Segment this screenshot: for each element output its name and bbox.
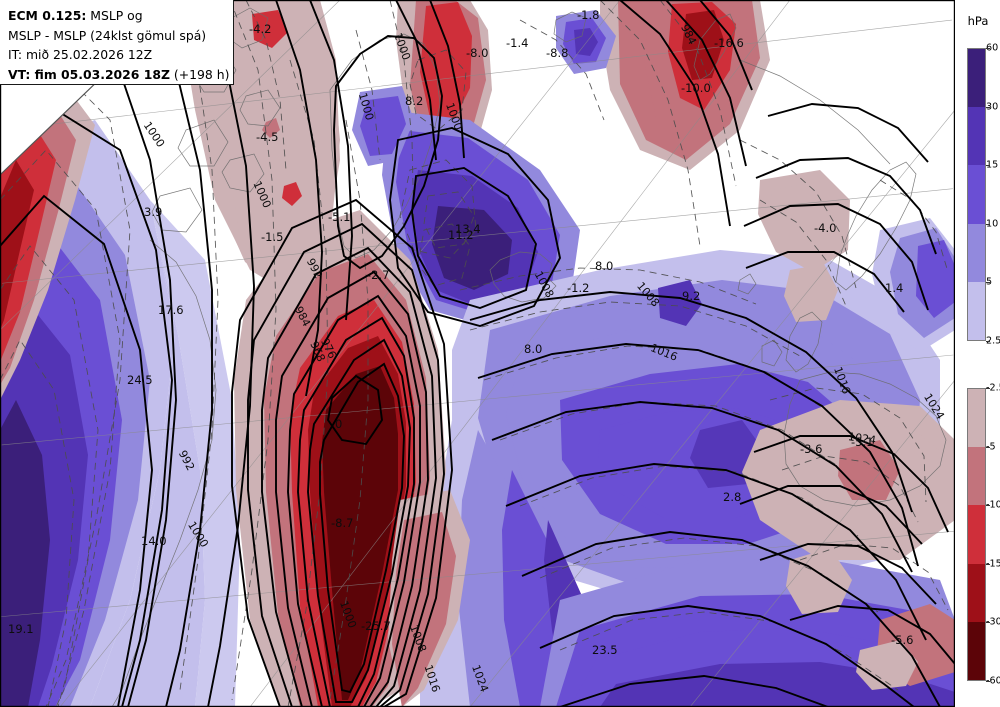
colorbar-segment (968, 281, 985, 340)
anomaly-value-label: -10.0 (681, 81, 711, 95)
colorbar-tick-label: -2.5 (986, 382, 1000, 394)
colorbar-tick-mark (986, 505, 990, 507)
colorbar-unit-label: hPa (967, 14, 989, 28)
anomaly-value-label: -4.2 (249, 22, 272, 36)
colorbar-tick-label: 15 (986, 159, 999, 171)
anomaly-value-label: -2.7 (367, 268, 390, 282)
valid-time-label: VT: fim 05.03.2026 18Z (8, 66, 170, 82)
lead-time-label: (+198 h) (169, 66, 230, 82)
colorbar-tick-label: -15 (986, 558, 1000, 570)
colorbar-legend: hPa 6030151052.5-2.5-5-10-15-30-60 (955, 0, 1000, 707)
model-label: ECM 0.125: (8, 8, 87, 23)
colorbar-tick-mark (986, 563, 990, 565)
colorbar-tick-label: 2.5 (986, 335, 1000, 347)
anomaly-value-label: 0 (335, 417, 343, 431)
colorbar-segment (968, 505, 985, 564)
colorbar-segment (968, 107, 985, 166)
title-line-1: ECM 0.125: MSLP og (8, 6, 233, 26)
title-line-4-valid-time: VT: fim 05.03.2026 18Z (+198 h) (8, 65, 233, 85)
colorbar-tick-mark (986, 681, 990, 682)
anomaly-value-label: 13.4 (455, 222, 481, 236)
anomaly-value-label: 24.5 (127, 373, 153, 387)
colorbar-tick-mark (986, 165, 990, 167)
anomaly-value-label: -4.0 (814, 221, 837, 235)
anomaly-value-label: 9.2 (682, 289, 701, 303)
field-label: MSLP og (86, 8, 143, 23)
colorbar-segment (968, 563, 985, 622)
colorbar-tick-mark (986, 446, 990, 448)
anomaly-value-label: -16.6 (714, 36, 744, 50)
anomaly-value-label: -1.4 (506, 36, 529, 50)
map-canvas[interactable]: -4.2 -1.8 -16.6 -8.0 -1.4 -8.8 -10.0 8.2 -4.5 3.9… (0, 0, 955, 707)
colorbar-tick-label: -10 (986, 499, 1000, 511)
anomaly-value-label: 8.0 (524, 342, 543, 356)
colorbar-tick-label: -60 (986, 675, 1000, 687)
colorbar-tick-label: 10 (986, 218, 999, 230)
colorbar-tick-mark (986, 223, 990, 225)
colorbar-segment (968, 447, 985, 506)
colorbar-tick-label: -30 (986, 616, 1000, 628)
anomaly-value-label: 8.2 (405, 94, 424, 108)
anomaly-value-label: 3.9 (144, 205, 163, 219)
map-svg (0, 0, 955, 707)
title-box: ECM 0.125: MSLP og MSLP - MSLP (24klst g… (0, 0, 234, 85)
anomaly-value-label: -1.8 (577, 8, 600, 22)
anomaly-value-label: 19.1 (8, 622, 34, 636)
anomaly-value-label: -8.8 (546, 46, 569, 60)
anomaly-value-label: -1.5 (261, 230, 284, 244)
anomaly-value-label: 8.0 (595, 259, 614, 273)
anomaly-value-label: -5.6 (891, 633, 914, 647)
colorbar-tick-mark (986, 106, 990, 108)
colorbar-tick-mark (986, 48, 990, 49)
colorbar-segment (968, 165, 985, 224)
colorbar-positive[interactable] (967, 48, 986, 341)
anomaly-value-label: 17.6 (158, 303, 184, 317)
colorbar-tick-mark (986, 341, 990, 342)
colorbar-tick-mark (986, 282, 990, 284)
coastline-layer (111, 7, 947, 707)
colorbar-negative[interactable] (967, 388, 986, 681)
anomaly-value-label: 14.0 (141, 534, 167, 548)
anomaly-value-label: -8.0 (466, 46, 489, 60)
title-line-3-init-time: IT: mið 25.02.2026 12Z (8, 47, 153, 62)
anomaly-value-label: -3.6 (800, 442, 823, 456)
colorbar-tick-mark (986, 388, 990, 389)
colorbar-tick-label: 60 (986, 42, 999, 54)
colorbar-tick-mark (986, 622, 990, 624)
colorbar-tick-label: 30 (986, 101, 999, 113)
anomaly-value-label: -1.2 (567, 281, 590, 295)
anomaly-value-label: -8.7 (331, 516, 354, 530)
anomaly-contour-layer (0, 0, 949, 707)
colorbar-segment (968, 223, 985, 282)
anomaly-value-label: -25.7 (361, 619, 391, 633)
title-line-2: MSLP - MSLP (24klst gömul spá) (8, 27, 207, 43)
colorbar-tick-label: -5 (986, 441, 996, 453)
anomaly-value-label: 23.5 (592, 643, 618, 657)
colorbar-segment (968, 49, 985, 108)
anomaly-value-label: 1.4 (885, 281, 904, 295)
anomaly-value-label: 2.8 (723, 490, 742, 504)
colorbar-segment (968, 621, 985, 680)
anomaly-value-label: -4.5 (256, 130, 279, 144)
anomaly-value-label: 11.2 (448, 228, 474, 242)
anomaly-value-label: -5.1 (851, 435, 874, 449)
colorbar-segment (968, 389, 985, 448)
anomaly-value-label: -5.1 (328, 210, 351, 224)
